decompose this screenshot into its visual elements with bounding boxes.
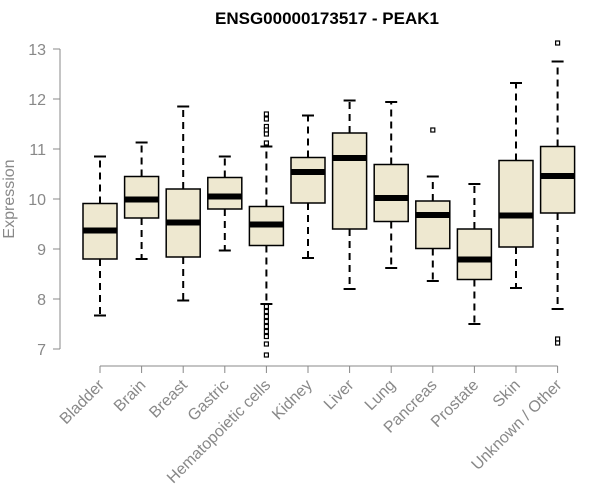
y-tick-label: 7	[37, 342, 46, 359]
x-tick-label: Kidney	[269, 377, 316, 424]
outlier-point	[554, 336, 561, 342]
outlier-point	[263, 116, 269, 122]
iqr-box	[456, 228, 493, 281]
outlier-point	[263, 328, 269, 335]
y-tick-label: 8	[37, 292, 46, 309]
y-tick-label: 9	[37, 242, 46, 259]
y-axis-label: Expression	[1, 159, 18, 238]
x-tick-label: Bladder	[57, 376, 108, 427]
box-group	[248, 111, 285, 358]
outlier-point	[263, 323, 269, 330]
outlier-point	[263, 127, 269, 133]
outlier-point	[263, 303, 269, 310]
outlier-point	[263, 308, 269, 315]
box-group	[415, 127, 451, 282]
iqr-box	[373, 163, 409, 223]
outlier-point	[263, 318, 269, 325]
box-group	[290, 114, 326, 259]
iqr-box	[290, 156, 326, 204]
y-axis: 7 8 9 10 11 12 13	[28, 42, 61, 359]
iqr-box	[415, 200, 451, 250]
outlier-point	[263, 131, 269, 137]
box-group	[82, 155, 118, 317]
box-group	[165, 105, 201, 302]
chart-title: ENSG00000173517 - PEAK1	[215, 9, 439, 28]
outlier-point	[263, 333, 269, 340]
outlier-point	[263, 352, 269, 358]
x-tick-label: Liver	[321, 376, 358, 413]
y-tick-label: 13	[28, 42, 46, 59]
iqr-box	[498, 159, 534, 248]
outlier-point	[263, 140, 269, 146]
iqr-box	[539, 145, 576, 214]
outlier-point	[263, 313, 269, 320]
outlier-point	[430, 127, 436, 133]
box-group	[456, 183, 493, 325]
x-tick-label: Skin	[490, 377, 524, 411]
outlier-point	[263, 341, 269, 347]
box-group	[373, 101, 409, 269]
iqr-box	[207, 176, 243, 210]
y-tick-label: 11	[29, 142, 46, 159]
box-group	[539, 40, 576, 346]
x-tick-label: Breast	[146, 376, 191, 421]
box-group	[207, 155, 243, 252]
y-tick-label: 12	[28, 92, 46, 109]
iqr-box	[331, 132, 368, 230]
box-group	[331, 99, 368, 290]
box-group	[498, 82, 534, 289]
y-tick-label: 10	[28, 192, 46, 209]
plot-area	[82, 40, 576, 358]
x-tick-label: Brain	[111, 377, 149, 415]
outlier-point	[554, 340, 561, 346]
box-group	[123, 141, 160, 260]
outlier-point	[554, 40, 561, 46]
x-tick-label: Lung	[362, 377, 399, 414]
outlier-point	[263, 111, 269, 117]
